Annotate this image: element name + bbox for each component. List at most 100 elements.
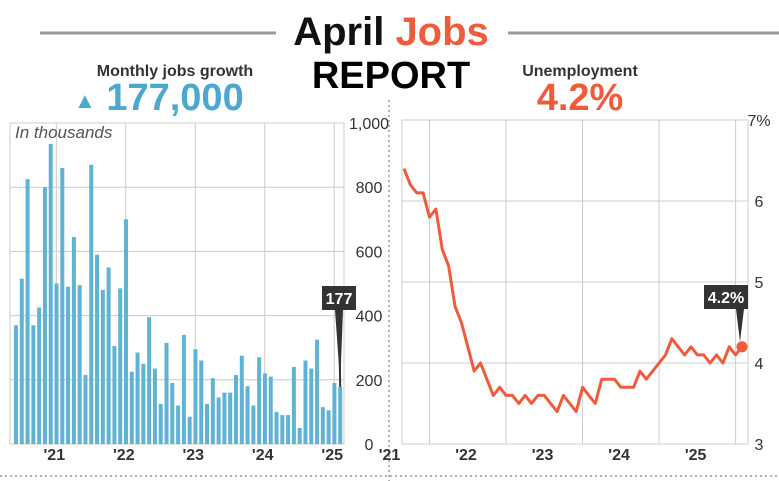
jobs-headline: ▲ 177,000 <box>74 75 244 119</box>
report-title-line2: REPORT <box>312 55 470 97</box>
jobs-bar <box>210 378 215 444</box>
unemployment-y-tick-label: 5 <box>755 275 764 292</box>
jobs-bar <box>239 355 244 444</box>
jobs-bar <box>25 179 30 445</box>
jobs-bar <box>158 403 163 444</box>
unemployment-callout-pointer <box>736 309 744 342</box>
jobs-bar <box>147 317 152 444</box>
unemployment-x-tick-label: '21 <box>379 447 401 464</box>
jobs-bar <box>54 283 59 444</box>
jobs-callout-pointer <box>335 310 343 384</box>
unemployment-line-chart: 3 4 5 6 7% '21 '22 '23 '24 '25 4.2% <box>379 113 771 464</box>
jobs-bar <box>181 334 186 444</box>
jobs-bar <box>187 416 192 444</box>
jobs-bar <box>222 392 227 444</box>
unemployment-callout-label: 4.2% <box>708 290 744 307</box>
jobs-bar <box>112 346 117 444</box>
jobs-bar <box>170 383 175 444</box>
jobs-y-tick-label: 600 <box>356 244 383 261</box>
jobs-bar <box>42 187 47 444</box>
jobs-bar <box>280 415 285 444</box>
jobs-x-tick-label: '22 <box>113 447 135 464</box>
jobs-y-tick-label: 1,000 <box>349 116 389 133</box>
unemployment-callout-box <box>704 285 748 309</box>
jobs-bar <box>124 219 128 444</box>
jobs-bar <box>291 366 296 444</box>
title-word-april: April <box>293 10 384 54</box>
jobs-bar <box>274 411 279 444</box>
jobs-bar <box>176 405 181 444</box>
jobs-bar <box>309 368 314 444</box>
unemployment-y-tick-label: 7% <box>747 113 770 130</box>
jobs-bar <box>48 143 53 445</box>
unemployment-x-tick-label: '24 <box>608 447 630 464</box>
title-word-jobs: Jobs <box>395 10 488 54</box>
jobs-headline-value: 177,000 <box>106 77 243 119</box>
jobs-bar <box>14 325 18 444</box>
jobs-bar <box>118 288 123 444</box>
unemployment-x-tick-label: '22 <box>455 447 477 464</box>
jobs-callout-box <box>322 286 356 310</box>
jobs-bar-chart: 0 200 400 600 800 1,000 '21 '22 '23 '24 '25 In thou… <box>9 116 389 464</box>
jobs-bar <box>286 415 291 444</box>
jobs-x-tick-label: '24 <box>252 447 274 464</box>
unemployment-y-tick-label: 4 <box>755 356 764 373</box>
jobs-bar <box>77 285 82 444</box>
jobs-bar <box>66 286 71 444</box>
jobs-y-tick-label: 200 <box>356 373 383 390</box>
jobs-bar <box>315 339 320 444</box>
jobs-units-note: In thousands <box>15 123 113 142</box>
unemployment-headline-value: 4.2% <box>537 77 624 119</box>
jobs-bar <box>106 267 111 444</box>
jobs-y-tick-label: 400 <box>356 309 383 326</box>
jobs-bar <box>31 325 36 444</box>
jobs-bar <box>320 407 325 444</box>
jobs-bar <box>303 360 308 444</box>
unemployment-y-tick-label: 6 <box>755 194 764 211</box>
jobs-bar <box>152 368 157 444</box>
jobs-bar <box>95 254 100 444</box>
jobs-bar <box>234 374 238 444</box>
unemployment-chart-title: Unemployment <box>522 63 638 80</box>
report-title-line1: April Jobs <box>293 10 489 54</box>
jobs-bar <box>83 374 88 444</box>
jobs-x-tick-label: '23 <box>182 447 204 464</box>
jobs-bar <box>251 405 256 444</box>
unemployment-y-tick-label: 3 <box>755 437 764 454</box>
jobs-bar <box>164 342 169 444</box>
unemployment-x-tick-label: '25 <box>685 447 707 464</box>
jobs-bar <box>205 403 210 444</box>
jobs-bar <box>268 376 273 444</box>
unemployment-series-line <box>402 168 744 414</box>
jobs-bar <box>297 427 302 444</box>
jobs-bar <box>216 397 221 444</box>
jobs-bar <box>37 307 42 444</box>
unemployment-latest-point <box>736 341 748 353</box>
jobs-bar <box>100 289 105 444</box>
jobs-bar <box>326 410 331 444</box>
unemployment-x-tick-label: '23 <box>532 447 554 464</box>
jobs-bar <box>135 352 140 444</box>
jobs-bar <box>193 349 198 444</box>
jobs-bar <box>89 164 94 445</box>
jobs-bar <box>228 392 233 444</box>
jobs-bar <box>257 357 262 444</box>
up-arrow-icon: ▲ <box>74 88 96 113</box>
jobs-x-tick-label: '25 <box>321 447 343 464</box>
jobs-bar <box>129 371 134 444</box>
jobs-bar <box>60 167 65 444</box>
jobs-x-tick-label: '21 <box>44 447 66 464</box>
jobs-y-tick-label: 800 <box>356 180 383 197</box>
jobs-callout-label: 177 <box>326 291 353 308</box>
jobs-bar <box>262 373 267 444</box>
jobs-bar <box>141 363 146 444</box>
jobs-bar <box>332 383 337 444</box>
jobs-chart-title: Monthly jobs growth <box>97 63 253 80</box>
jobs-bar <box>245 386 250 444</box>
jobs-bar <box>199 360 204 444</box>
jobs-y-tick-label: 0 <box>365 437 374 454</box>
jobs-bar <box>338 387 343 444</box>
jobs-bar <box>71 236 76 444</box>
